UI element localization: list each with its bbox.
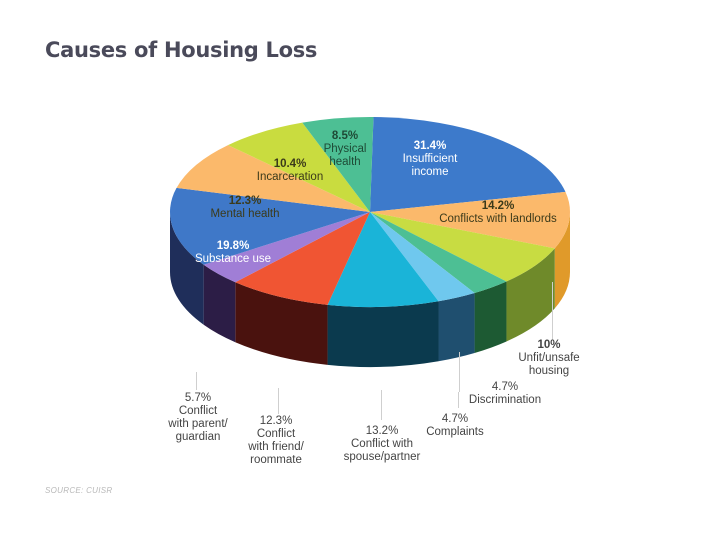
pie-sides (170, 212, 570, 367)
label-conflict-parent-guardian: 5.7% Conflict with parent/ guardian (168, 392, 228, 443)
pie-side-8 (170, 212, 204, 325)
pie-side-7 (203, 264, 236, 343)
label-physical-health: 8.5% Physical health (323, 130, 367, 168)
pie-top-slices (170, 116, 570, 307)
pie-side-3 (474, 281, 507, 353)
pie-side-2 (506, 248, 555, 342)
pie-slice-insufficient-income (370, 117, 566, 212)
label-mental-health: 12.3% Mental health (210, 195, 280, 220)
label-conflict-spouse-partner: 13.2% Conflict with spouse/partner (343, 425, 421, 463)
leader-line-spouse (381, 390, 382, 420)
label-complaints: 4.7% Complaints (426, 413, 484, 438)
pie-slice-conflicts-with-landlords (370, 191, 570, 249)
label-discrimination: 4.7% Discrimination (468, 381, 542, 406)
pie-slice-conflict-with-friend-roommate (235, 212, 370, 305)
pie-side-4 (438, 292, 475, 362)
pie-slice-conflict-with-spouse-partner (327, 212, 439, 307)
leader-line-complaints (458, 392, 459, 408)
pie-slice-incarceration (228, 122, 370, 212)
pie-slice-complaints (370, 212, 475, 302)
pie-side-6 (235, 282, 328, 365)
label-substance-use: 19.8% Substance use (194, 240, 272, 265)
leader-line-discrimination (459, 352, 460, 392)
label-conflict-friend-roommate: 12.3% Conflict with friend/ roommate (248, 415, 304, 466)
source-note: SOURCE: CUISR (45, 486, 113, 495)
pie-slice-physical-health (302, 116, 374, 212)
label-incarceration: 10.4% Incarceration (256, 158, 324, 183)
leader-line-unfit (552, 282, 553, 340)
pie-side-1 (554, 212, 570, 309)
pie-slice-unfit-unsafe-housing (370, 212, 555, 282)
pie-side-5 (327, 301, 439, 367)
leader-line-parent (196, 372, 197, 390)
leader-line-friend (278, 388, 279, 414)
label-insufficient-income: 31.4% Insufficient income (402, 140, 458, 178)
pie-slice-substance-use (170, 187, 370, 265)
pie-slice-conflict-with-parent-guardian (203, 212, 370, 283)
chart-title: Causes of Housing Loss (45, 38, 318, 62)
label-unfit-unsafe-housing: 10% Unfit/unsafe housing (518, 339, 580, 377)
label-conflicts-with-landlords: 14.2% Conflicts with landlords (439, 200, 557, 225)
pie-slice-discrimination (370, 212, 507, 293)
pie-slice-mental-health (176, 145, 370, 212)
